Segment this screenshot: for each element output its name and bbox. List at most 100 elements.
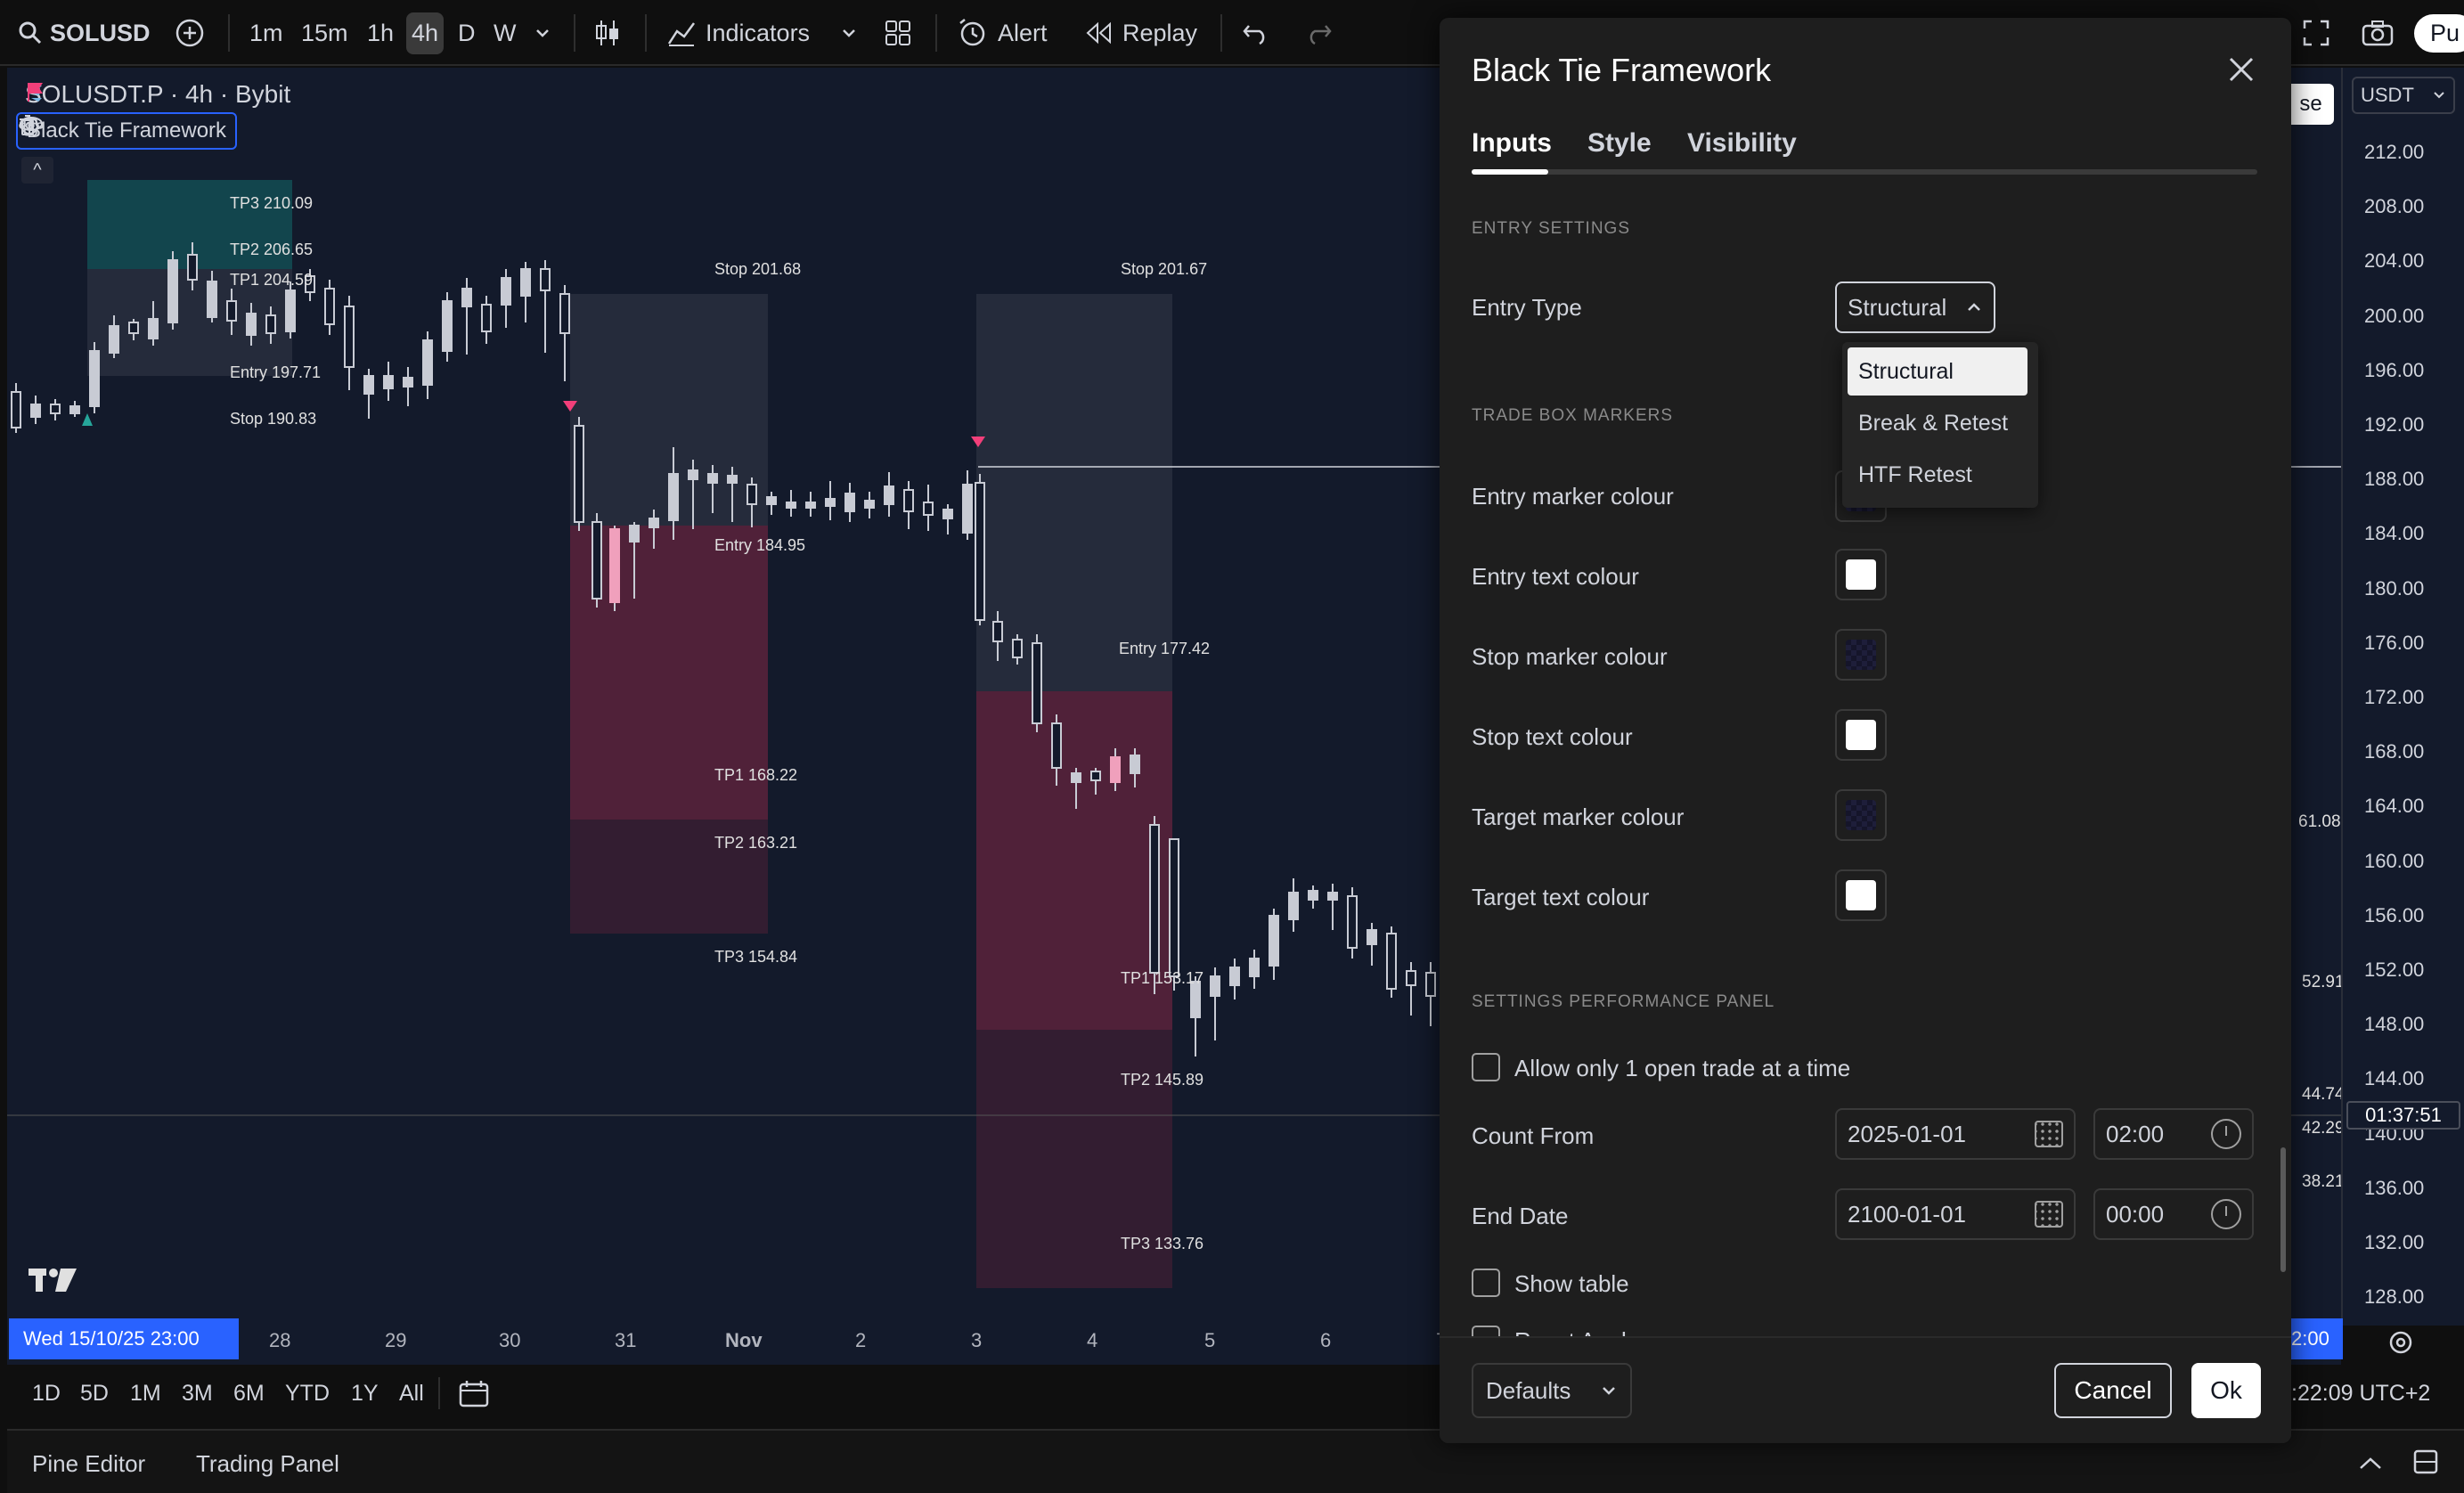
compare-button[interactable] [175,0,205,66]
trading-panel-tab[interactable]: Trading Panel [196,1450,339,1477]
dialog-close-button[interactable] [2220,48,2263,91]
allow-one-trade-checkbox[interactable] [1472,1053,1500,1081]
dialog-scrollbar[interactable] [2280,1147,2286,1272]
replay-button[interactable]: Replay [1085,0,1197,66]
entry-type-option-break-retest[interactable]: Break & Retest [1858,411,2009,436]
fullscreen-button[interactable] [2302,0,2330,66]
chevron-down-icon [843,29,855,37]
range-5D[interactable]: 5D [80,1381,109,1406]
close-icon [2229,57,2254,82]
publish-button[interactable]: Pu [2414,0,2464,66]
range-1D[interactable]: 1D [32,1381,61,1406]
target-marker-colour-swatch[interactable] [1835,789,1887,841]
chart-title[interactable]: SOLUSDT.P · 4h · Bybit [25,80,291,108]
price-label: 136.00 [2364,1177,2425,1199]
cancel-button[interactable]: Cancel [2054,1363,2172,1418]
price-label: 208.00 [2364,195,2425,217]
settings-gear-icon[interactable] [2386,1327,2416,1358]
chart-canvas [7,180,2341,1288]
indicators-button[interactable]: Indicators [666,0,810,66]
time-cursor-tag: Wed 15/10/25 23:00 [9,1318,239,1359]
trade2-stop-label: Stop 201.68 [714,260,802,278]
entry-type-dropdown: Structural Break & Retest HTF Retest [1842,342,2038,508]
entry-marker-colour-label: Entry marker colour [1472,483,1674,510]
end-date-input[interactable]: 2100-01-01 [1835,1188,2076,1240]
tab-visibility[interactable]: Visibility [1687,128,1797,158]
price-axis[interactable]: 212.00 208.00 204.00 200.00 196.00 192.0… [2341,68,2464,1326]
range-1Y[interactable]: 1Y [351,1381,379,1406]
target-text-colour-swatch[interactable] [1835,869,1887,921]
stop-marker-colour-swatch[interactable] [1835,629,1887,681]
tf-label-active: 4h [406,12,445,54]
flag-icon[interactable] [25,80,46,103]
range-All[interactable]: All [399,1381,424,1406]
undo-icon [1243,25,1265,45]
count-from-date-input[interactable]: 2025-01-01 [1835,1108,2076,1160]
range-6M[interactable]: 6M [233,1381,265,1406]
price-label: 176.00 [2364,632,2425,654]
more-dots-icon[interactable] [18,114,45,137]
indicator-legend[interactable]: Black Tie Framework {} [16,112,238,150]
tf-D[interactable]: D [458,0,476,66]
redo-button[interactable] [1304,0,1333,66]
tf-dropdown[interactable] [533,0,552,66]
stop-text-colour-swatch[interactable] [1835,709,1887,761]
tf-1h[interactable]: 1h [367,0,394,66]
end-time-value: 00:00 [2106,1200,2165,1228]
price-label: 204.00 [2364,249,2425,272]
pine-editor-tab[interactable]: Pine Editor [32,1450,146,1477]
tf-4h[interactable]: 4h [406,0,445,66]
chevron-up-icon [1968,303,1980,311]
trade2-entry-label: Entry 184.95 [714,536,806,554]
count-from-time-input[interactable]: 02:00 [2093,1108,2254,1160]
tab-style[interactable]: Style [1587,128,1652,158]
entry-text-colour-swatch[interactable] [1835,549,1887,600]
defaults-button[interactable]: Defaults [1472,1363,1632,1418]
entry-type-select[interactable]: Structural [1835,281,1995,333]
symbol-search[interactable]: SOLUSD [18,0,151,66]
indicators-dropdown[interactable] [839,0,859,66]
go-to-date-icon[interactable] [458,1379,490,1409]
price-label: 132.00 [2364,1231,2425,1253]
range-YTD[interactable]: YTD [285,1381,330,1406]
tf-15m[interactable]: 15m [301,0,348,66]
tf-1m[interactable]: 1m [249,0,283,66]
count-from-label: Count From [1472,1122,1595,1149]
tf-W[interactable]: W [494,0,516,66]
grid-icon [885,20,910,45]
show-table-checkbox[interactable] [1472,1269,1500,1297]
tab-inputs[interactable]: Inputs [1472,128,1552,158]
end-time-input[interactable]: 00:00 [2093,1188,2254,1240]
dialog-footer [1440,1336,2291,1443]
trade3-tp2-label: TP2 145.89 [1121,1071,1204,1089]
snapshot-button[interactable] [2361,0,2395,66]
chart-type-button[interactable] [593,0,622,66]
trade2-tp1-label: TP1 168.22 [714,766,798,784]
undo-button[interactable] [1242,0,1270,66]
ok-button[interactable]: Ok [2191,1363,2261,1418]
symbol-label: SOLUSD [50,19,151,46]
trade1-risk-zone [87,269,292,376]
currency-select[interactable]: USDT [2352,77,2455,114]
tf-label: 1h [367,19,395,46]
trade2-tp2-label: TP2 163.21 [714,834,798,852]
time-label: 4 [1087,1329,1098,1351]
time-label: 6 [1320,1329,1332,1351]
alert-button[interactable]: Alert [957,0,1048,66]
entry-type-option-htf-retest[interactable]: HTF Retest [1858,462,1972,487]
layouts-button[interactable] [884,0,912,66]
maximize-panel-icon[interactable] [2412,1448,2439,1475]
entry-type-option-structural[interactable]: Structural [1848,347,2027,396]
tradingview-logo-icon[interactable] [27,1265,80,1297]
show-table-label: Show table [1514,1270,1629,1297]
close-partial-button[interactable]: se [2288,84,2334,125]
range-1M[interactable]: 1M [130,1381,161,1406]
chevron-up-icon[interactable] [2357,1454,2384,1473]
bar-countdown: 01:37:51 [2346,1101,2460,1130]
collapse-legend-button[interactable]: ^ [21,157,53,184]
calendar-icon [2035,1201,2063,1228]
count-from-time-value: 02:00 [2106,1120,2165,1147]
range-3M[interactable]: 3M [182,1381,213,1406]
tab-underline [1472,169,2257,175]
clock-display[interactable]: :22:09 UTC+2 [2291,1381,2431,1406]
